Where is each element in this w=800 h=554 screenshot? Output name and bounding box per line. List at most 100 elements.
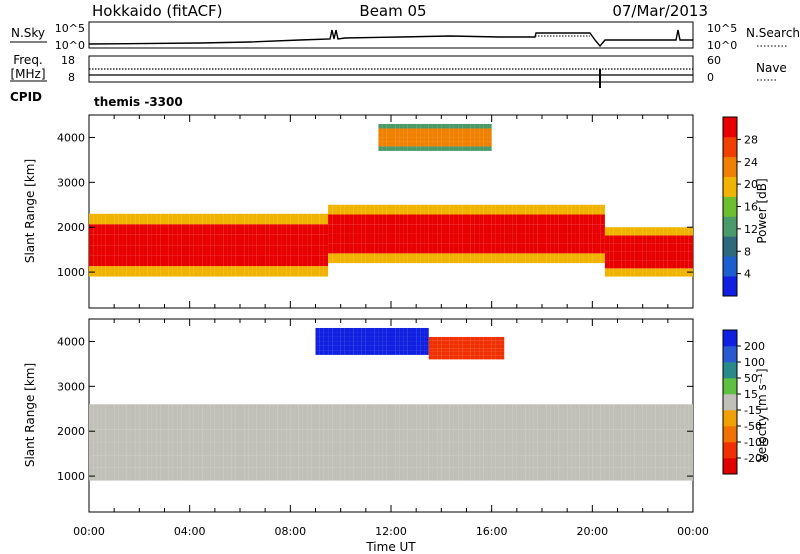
range-time-cell — [592, 455, 597, 468]
range-time-cell — [453, 442, 459, 456]
range-time-cell — [151, 245, 157, 256]
range-time-cell — [479, 146, 484, 151]
range-time-cell — [609, 243, 614, 252]
range-time-cell — [172, 404, 178, 417]
colorbar-tick-label: 12 — [744, 223, 758, 236]
range-time-cell — [537, 404, 542, 417]
range-time-cell — [491, 467, 496, 481]
range-time-cell — [290, 404, 295, 417]
range-time-cell — [487, 233, 492, 244]
range-time-cell — [93, 255, 98, 267]
range-time-cell — [676, 467, 681, 481]
range-time-cell — [432, 351, 438, 356]
range-time-cell — [231, 224, 236, 235]
range-time-cell — [370, 214, 375, 225]
range-time-cell — [168, 266, 173, 277]
range-time-cell — [542, 253, 547, 264]
range-time-cell — [600, 455, 605, 468]
colorbar-tick-label: 100 — [744, 356, 765, 369]
range-time-cell — [483, 467, 488, 481]
range-time-cell — [105, 234, 110, 246]
range-time-cell — [177, 213, 182, 225]
range-time-cell — [546, 214, 551, 225]
range-time-cell — [231, 455, 236, 468]
range-time-cell — [546, 243, 551, 254]
range-time-cell — [592, 233, 597, 244]
range-time-cell — [244, 255, 249, 267]
range-time-cell — [630, 227, 635, 236]
range-time-cell — [105, 455, 110, 468]
range-time-cell — [374, 233, 379, 244]
range-time-cell — [269, 455, 274, 468]
range-time-cell — [542, 204, 547, 215]
range-time-cell — [214, 442, 220, 456]
range-time-cell — [168, 255, 173, 267]
range-time-cell — [340, 345, 345, 351]
range-time-cell — [147, 416, 152, 430]
range-time-cell — [403, 137, 408, 142]
range-time-cell — [500, 243, 505, 254]
range-time-cell — [453, 233, 459, 244]
range-time-cell — [357, 243, 362, 254]
range-time-cell — [604, 268, 610, 277]
range-time-cell — [118, 455, 123, 468]
range-time-cell — [659, 442, 664, 456]
range-time-cell — [495, 416, 501, 430]
range-time-cell — [214, 213, 220, 225]
range-time-cell — [105, 224, 110, 235]
range-time-cell — [403, 455, 408, 468]
range-time-cell — [260, 245, 266, 256]
range-time-cell — [378, 332, 383, 337]
range-time-cell — [558, 404, 563, 417]
colorbar-swatch — [723, 236, 737, 257]
range-time-cell — [323, 234, 329, 246]
range-time-cell — [504, 253, 509, 264]
range-time-cell — [441, 351, 446, 356]
range-time-cell — [483, 128, 488, 133]
range-time-cell — [592, 224, 597, 234]
range-time-cell — [210, 467, 215, 481]
range-time-cell — [105, 467, 110, 481]
range-time-cell — [651, 442, 656, 456]
range-time-cell — [265, 213, 270, 225]
range-time-cell — [260, 416, 266, 430]
range-time-cell — [93, 224, 98, 235]
range-time-cell — [126, 266, 131, 277]
range-time-cell — [542, 442, 547, 456]
range-time-cell — [374, 350, 379, 355]
range-time-cell — [302, 245, 308, 256]
range-time-cell — [210, 245, 215, 256]
range-time-cell — [609, 260, 614, 269]
range-time-cell — [340, 429, 345, 443]
range-time-cell — [525, 214, 530, 225]
range-time-cell — [466, 214, 471, 225]
range-time-cell — [428, 253, 433, 264]
range-time-cell — [302, 266, 308, 277]
range-time-cell — [474, 455, 480, 468]
range-time-cell — [516, 233, 522, 244]
range-time-cell — [680, 235, 685, 244]
range-time-cell — [114, 234, 119, 246]
range-time-cell — [529, 442, 534, 456]
range-time-cell — [403, 132, 408, 138]
range-time-cell — [370, 336, 375, 342]
range-time-cell — [370, 442, 375, 456]
range-time-cell — [147, 266, 152, 277]
range-time-cell — [302, 213, 308, 225]
range-time-cell — [349, 332, 354, 337]
range-time-cell — [445, 243, 450, 254]
range-time-cell — [646, 227, 652, 236]
range-time-cell — [344, 345, 350, 351]
range-time-cell — [164, 255, 169, 267]
range-time-cell — [252, 255, 257, 267]
range-time-cell — [479, 344, 484, 349]
range-time-cell — [382, 455, 387, 468]
range-time-cell — [508, 429, 513, 443]
range-time-cell — [462, 243, 467, 254]
range-time-cell — [554, 233, 559, 244]
range-time-cell — [407, 214, 412, 225]
range-time-cell — [659, 416, 664, 430]
range-time-cell — [353, 233, 358, 244]
range-time-cell — [332, 442, 337, 456]
range-time-cell — [382, 214, 387, 225]
